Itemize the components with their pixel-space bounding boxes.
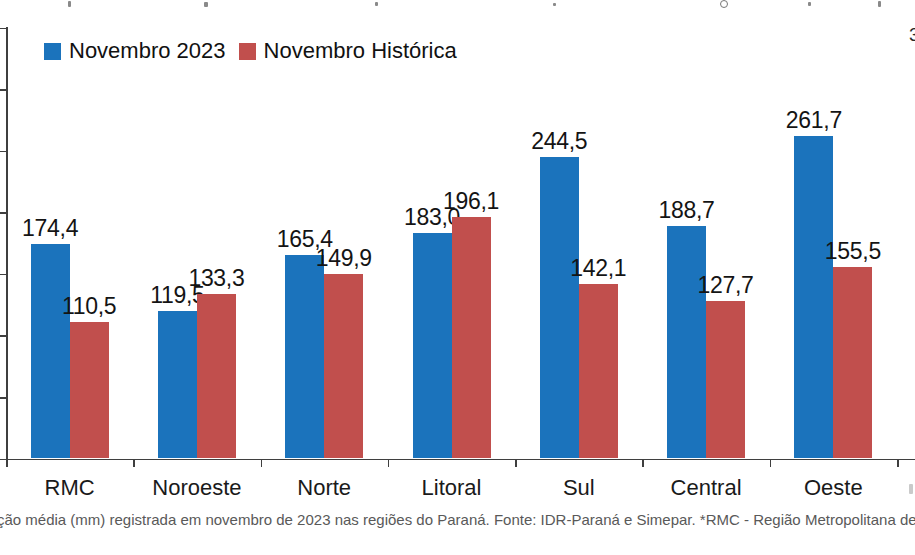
- category-label-oeste: Oeste: [804, 475, 863, 501]
- chart-legend: Novembro 2023 Novembro Histórica: [44, 38, 470, 64]
- bar-novembro-hist-rica-rmc: [70, 322, 109, 458]
- text-fragment: [68, 1, 71, 7]
- value-label-novembro-hist-rica-central: 127,7: [698, 272, 754, 299]
- x-axis-tick: [515, 460, 517, 467]
- y-axis-tick: [0, 89, 7, 91]
- category-label-central: Central: [671, 475, 742, 501]
- text-fragment: [808, 2, 811, 6]
- y-axis-tick: [0, 212, 7, 214]
- value-label-novembro-hist-rica-noroeste: 133,3: [188, 265, 244, 292]
- category-label-sul: Sul: [563, 475, 595, 501]
- y-axis-tick: [0, 335, 7, 337]
- value-label-novembro-2023-oeste: 261,7: [786, 107, 842, 134]
- category-label-litoral: Litoral: [422, 475, 482, 501]
- x-axis-tick: [261, 460, 263, 467]
- bar-novembro-2023-noroeste: [158, 311, 197, 458]
- text-fragment: [720, 0, 728, 8]
- bar-novembro-2023-norte: [285, 255, 324, 459]
- value-label-novembro-2023-rmc: 174,4: [22, 215, 78, 242]
- y-axis-tick: [0, 28, 7, 30]
- x-axis-tick: [133, 460, 135, 467]
- legend-swatch-red: [239, 43, 256, 60]
- text-fragment: [909, 484, 913, 494]
- clipped-axis-text: 3: [909, 24, 915, 46]
- text-fragment: [204, 2, 208, 7]
- category-label-norte: Norte: [297, 475, 351, 501]
- x-axis-tick: [388, 460, 390, 467]
- y-axis-tick: [0, 274, 7, 276]
- legend-item-novembro-historica: Novembro Histórica: [239, 38, 457, 64]
- legend-item-novembro-2023: Novembro 2023: [44, 38, 226, 64]
- x-axis-tick: [770, 460, 772, 467]
- value-label-novembro-hist-rica-oeste: 155,5: [825, 238, 881, 265]
- y-axis-tick: [0, 151, 7, 153]
- text-fragment: [878, 1, 881, 7]
- value-label-novembro-hist-rica-norte: 149,9: [316, 245, 372, 272]
- x-axis-line: [6, 459, 915, 461]
- bar-novembro-hist-rica-oeste: [833, 267, 872, 458]
- bar-novembro-2023-rmc: [31, 244, 70, 459]
- text-fragment: [553, 3, 556, 6]
- category-label-rmc: RMC: [45, 475, 95, 501]
- bar-novembro-hist-rica-norte: [324, 274, 363, 459]
- y-axis-tick: [0, 397, 7, 399]
- y-axis-line: [6, 27, 8, 459]
- text-fragment: [375, 2, 378, 6]
- x-axis-tick: [642, 460, 644, 467]
- x-axis-tick: [6, 460, 8, 467]
- value-label-novembro-2023-central: 188,7: [659, 197, 715, 224]
- bar-novembro-hist-rica-central: [706, 301, 745, 458]
- x-axis-tick: [897, 460, 899, 467]
- legend-label: Novembro 2023: [69, 38, 226, 64]
- value-label-novembro-2023-sul: 244,5: [531, 128, 587, 155]
- category-label-noroeste: Noroeste: [152, 475, 241, 501]
- bar-novembro-hist-rica-noroeste: [197, 294, 236, 458]
- bar-novembro-hist-rica-litoral: [452, 217, 491, 458]
- legend-label: Novembro Histórica: [264, 38, 457, 64]
- chart-caption: ção média (mm) registrada em novembro de…: [0, 511, 915, 528]
- value-label-novembro-hist-rica-litoral: 196,1: [443, 188, 499, 215]
- bar-novembro-hist-rica-sul: [579, 284, 618, 459]
- legend-swatch-blue: [44, 43, 61, 60]
- bar-novembro-2023-central: [667, 226, 706, 458]
- bar-novembro-2023-oeste: [794, 136, 833, 458]
- value-label-novembro-hist-rica-rmc: 110,5: [62, 293, 116, 320]
- bar-novembro-2023-sul: [540, 157, 579, 458]
- value-label-novembro-hist-rica-sul: 142,1: [570, 255, 626, 282]
- bar-novembro-2023-litoral: [413, 233, 452, 458]
